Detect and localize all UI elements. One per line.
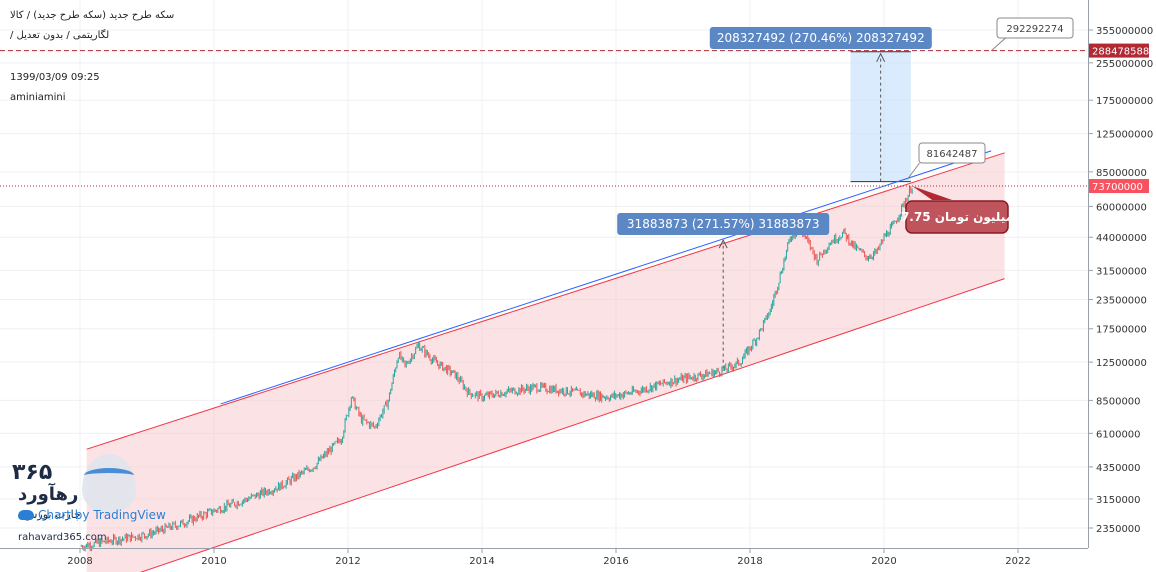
x-axis: 2008 2010 2012 2014 2016 2018 2020 2022 bbox=[0, 548, 1088, 567]
measure-label-text: 208327492 (270.46%) 208327492 bbox=[717, 31, 925, 45]
callout-text: 292292274 bbox=[1006, 24, 1063, 35]
x-tick-label: 2020 bbox=[871, 556, 896, 567]
callout-box[interactable] bbox=[918, 142, 986, 164]
y-tick-label: 23500000 bbox=[1096, 295, 1147, 306]
y-axis: 355000000 255000000 175000000 125000000 8500… bbox=[1088, 0, 1153, 548]
pin-icon bbox=[82, 454, 136, 514]
measure-label-box bbox=[709, 27, 932, 49]
red-callout-text: 7.75 میلیون تومان bbox=[901, 210, 1013, 225]
chart-settings: لگاریتمی / بدون تعدیل / bbox=[10, 30, 110, 41]
datetime-label: 1399/03/09 09:25 bbox=[10, 72, 100, 83]
brand-logo: ۳۶۵ رهآورد چارت بورس bbox=[10, 448, 150, 538]
y-tick-label: 31500000 bbox=[1096, 266, 1147, 277]
trendline bbox=[220, 150, 992, 405]
y-tick-label: 3150000 bbox=[1096, 495, 1141, 506]
y-tick-label: 85000000 bbox=[1096, 168, 1147, 179]
cloud-icon bbox=[18, 510, 34, 520]
x-tick-label: 2012 bbox=[335, 556, 360, 567]
hline-price-tag bbox=[1089, 43, 1149, 58]
annotations: 208327492 (270.46%) 208327492 31883873 (2… bbox=[617, 17, 1074, 369]
red-callout-pointer bbox=[912, 186, 953, 201]
x-tick-label: 2010 bbox=[201, 556, 226, 567]
hline-price-label: 288478588 bbox=[1092, 47, 1149, 58]
y-tick-label: 2350000 bbox=[1096, 524, 1141, 535]
arrow-up-icon bbox=[718, 239, 728, 249]
callout-text: 81642487 bbox=[927, 149, 978, 160]
x-tick-label: 2008 bbox=[67, 556, 92, 567]
horizontal-lines: 288478588 73700000 bbox=[0, 43, 1149, 194]
x-tick-label: 2014 bbox=[469, 556, 494, 567]
y-tick-label: 8500000 bbox=[1096, 396, 1141, 407]
y-tick-label: 60000000 bbox=[1096, 202, 1147, 213]
symbol-title: سکه طرح جدید (سکه طرح جدید) / کالا bbox=[10, 10, 175, 21]
arrow-up-icon bbox=[876, 52, 886, 63]
candle-series bbox=[80, 185, 913, 552]
logo-tagline: چارت بورس bbox=[24, 508, 81, 521]
measure2-label-box bbox=[617, 213, 830, 235]
projection-box bbox=[850, 51, 911, 183]
channel-upper-line[interactable] bbox=[86, 152, 1005, 450]
tradingview-badge[interactable]: Chart by TradingView bbox=[18, 506, 166, 524]
y-tick-label: 175000000 bbox=[1096, 96, 1153, 107]
x-tick-label: 2016 bbox=[603, 556, 628, 567]
trend-line[interactable] bbox=[220, 150, 992, 405]
y-tick-label: 355000000 bbox=[1096, 26, 1153, 37]
hline-price-tag bbox=[1089, 179, 1149, 194]
callout-box[interactable] bbox=[996, 17, 1074, 39]
red-callout-box[interactable] bbox=[905, 200, 1009, 234]
logo-number: ۳۶۵ bbox=[12, 460, 53, 485]
hline-price-label: 73700000 bbox=[1092, 182, 1143, 193]
website-label[interactable]: rahavard365.com bbox=[18, 532, 107, 543]
y-tick-label: 17500000 bbox=[1096, 325, 1147, 336]
measure2-label-text: 31883873 (271.57%) 31883873 bbox=[627, 217, 820, 231]
y-tick-label: 255000000 bbox=[1096, 59, 1153, 70]
y-tick-label: 125000000 bbox=[1096, 130, 1153, 141]
y-tick-label: 12500000 bbox=[1096, 358, 1147, 369]
callout-pointer bbox=[907, 162, 920, 180]
x-tick-label: 2022 bbox=[1005, 556, 1030, 567]
y-tick-label: 4350000 bbox=[1096, 463, 1141, 474]
y-tick-label: 44000000 bbox=[1096, 233, 1147, 244]
channel-lower-line[interactable] bbox=[87, 278, 1005, 572]
author-label: aminiamini bbox=[10, 92, 66, 103]
y-tick-label: 6100000 bbox=[1096, 429, 1141, 440]
x-tick-label: 2018 bbox=[737, 556, 762, 567]
tradingview-text: Chart by TradingView bbox=[38, 508, 166, 522]
logo-word: رهآورد bbox=[18, 484, 79, 505]
